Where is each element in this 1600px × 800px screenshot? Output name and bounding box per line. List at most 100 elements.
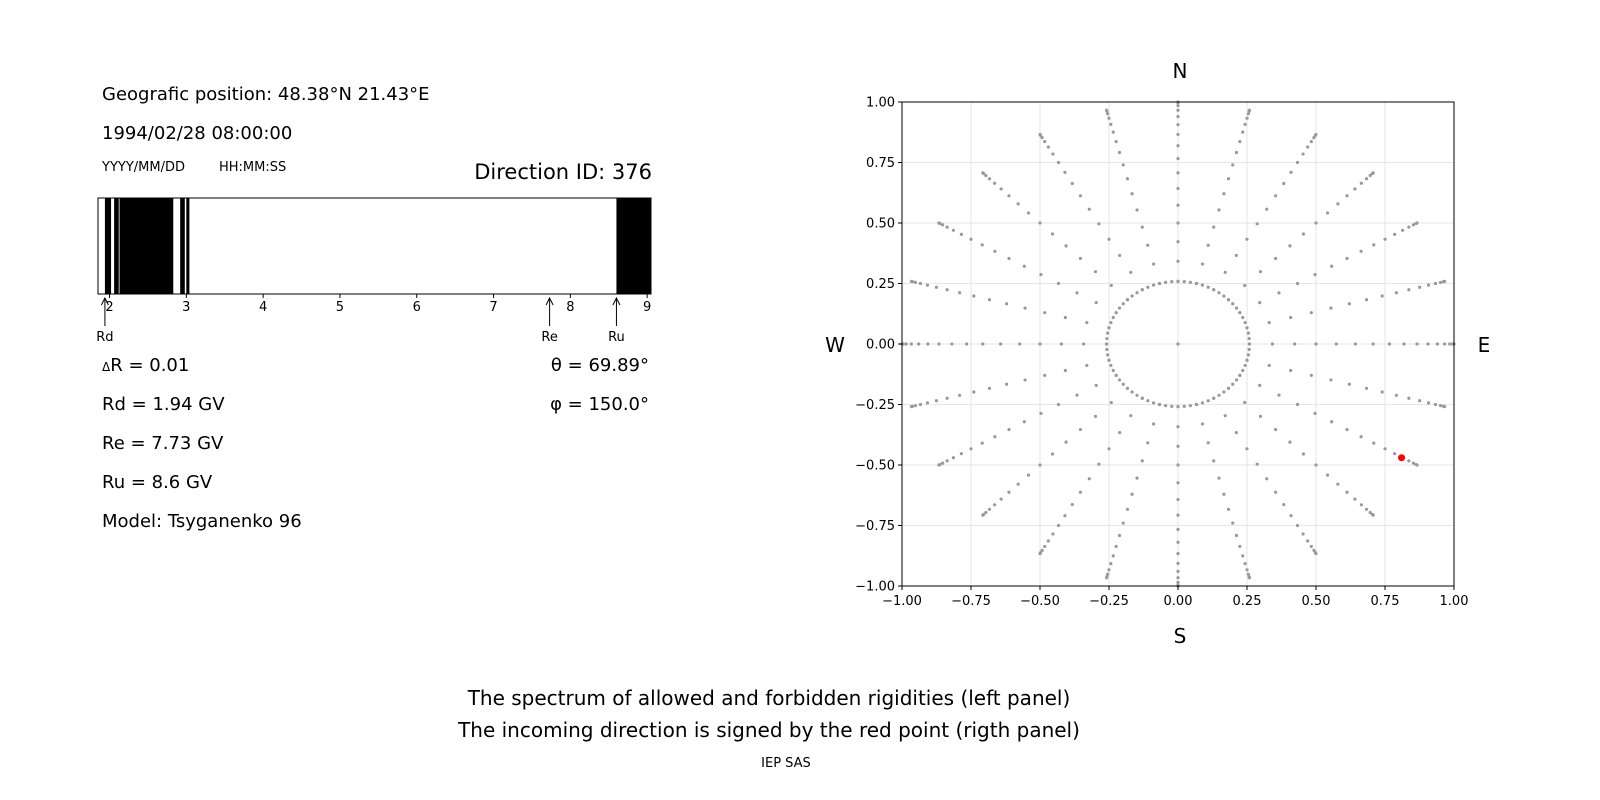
direction-point (1135, 291, 1139, 295)
direction-point (1121, 382, 1125, 386)
direction-point (1107, 326, 1111, 330)
direction-point (1243, 363, 1247, 368)
direction-point (1005, 382, 1009, 386)
marker-label-ru: Ru (608, 330, 625, 345)
direction-point (1418, 285, 1422, 289)
direction-point (1016, 202, 1020, 206)
incoming-direction (1398, 454, 1406, 462)
direction-point (1176, 342, 1180, 346)
direction-point (1246, 331, 1250, 335)
direction-point (1129, 270, 1133, 274)
direction-point (937, 463, 941, 467)
direction-point (1163, 280, 1168, 284)
direction-point (1056, 523, 1061, 528)
direction-point (1247, 347, 1251, 352)
direction-point (1106, 112, 1110, 116)
direction-point (958, 393, 962, 397)
direction-point (1245, 326, 1249, 330)
direction-point (1117, 150, 1122, 155)
direction-point (1426, 283, 1431, 287)
direction-point (1364, 177, 1369, 181)
direction-point (1130, 492, 1134, 496)
direction-point (1241, 315, 1245, 320)
compass-south: S (1174, 624, 1187, 648)
direction-point (934, 399, 938, 403)
direction-point (1411, 461, 1415, 465)
direction-point (1007, 194, 1011, 198)
direction-point (1176, 405, 1180, 409)
direction-point (1046, 145, 1050, 149)
direction-point (913, 280, 918, 284)
direction-point (1038, 221, 1042, 225)
direction-point (1151, 422, 1156, 426)
direction-point (1301, 232, 1306, 236)
direction-point (1109, 363, 1113, 368)
direction-point (1026, 211, 1031, 215)
direction-point (1125, 386, 1130, 390)
direction-point (972, 294, 976, 298)
direction-point (981, 342, 985, 346)
direction-point (1121, 521, 1125, 525)
forbidden-bar (616, 198, 651, 294)
direction-point (987, 507, 992, 511)
direction-point (1273, 490, 1278, 494)
direction-point (1407, 459, 1411, 463)
direction-point (1106, 353, 1110, 357)
direction-point (1309, 139, 1313, 144)
direction-point (959, 452, 963, 456)
direction-point (1022, 420, 1026, 424)
direction-point (1125, 177, 1130, 181)
direction-point (1415, 463, 1419, 467)
direction-point (1282, 181, 1286, 186)
direction-point (1151, 401, 1156, 405)
direction-point (1353, 497, 1357, 501)
direction-point (1104, 576, 1109, 580)
direction-point (1109, 320, 1113, 325)
direction-point (904, 342, 908, 346)
direction-point (1176, 114, 1180, 119)
direction-point (1371, 342, 1375, 346)
credit: IEP SAS (761, 756, 811, 771)
direction-point (1038, 551, 1042, 556)
direction-point (1295, 523, 1300, 528)
direction-point (1247, 336, 1251, 341)
direction-point (1085, 363, 1089, 368)
marker-arrow-head (612, 296, 621, 306)
direction-point (1056, 160, 1061, 165)
model-name: Model: Tsyganenko 96 (102, 511, 302, 532)
direction-point (1109, 562, 1113, 566)
y-tick-label: 1.00 (866, 96, 895, 111)
direction-point (1306, 539, 1310, 543)
direction-point (1418, 399, 1422, 403)
direction-point (1182, 280, 1186, 284)
direction-point (1140, 288, 1144, 292)
direction-point (1314, 342, 1318, 346)
direction-point (918, 402, 923, 407)
direction-point (909, 405, 914, 409)
direction-point (1111, 368, 1115, 373)
direction-point (1383, 237, 1387, 241)
direction-point (1176, 481, 1180, 485)
direction-point (1109, 400, 1113, 405)
y-tick-label: −0.50 (855, 459, 895, 474)
direction-point (1176, 104, 1180, 108)
direction-point (1407, 225, 1411, 229)
direction-point (969, 447, 973, 451)
direction-point (1258, 301, 1262, 305)
direction-point (998, 342, 1003, 346)
direction-point (980, 441, 984, 445)
direction-point (999, 187, 1003, 191)
direction-point (1222, 192, 1226, 196)
direction-point (1121, 302, 1125, 306)
direction-point (1372, 441, 1376, 445)
direction-point (1050, 452, 1055, 456)
direction-point (1043, 311, 1047, 315)
direction-point (1094, 301, 1098, 305)
direction-point (1345, 194, 1349, 198)
direction-point (1330, 264, 1334, 268)
direction-point (1176, 279, 1180, 283)
direction-point (918, 281, 923, 286)
direction-point (1117, 533, 1122, 538)
direction-point (1140, 459, 1144, 463)
direction-point (1309, 544, 1313, 549)
